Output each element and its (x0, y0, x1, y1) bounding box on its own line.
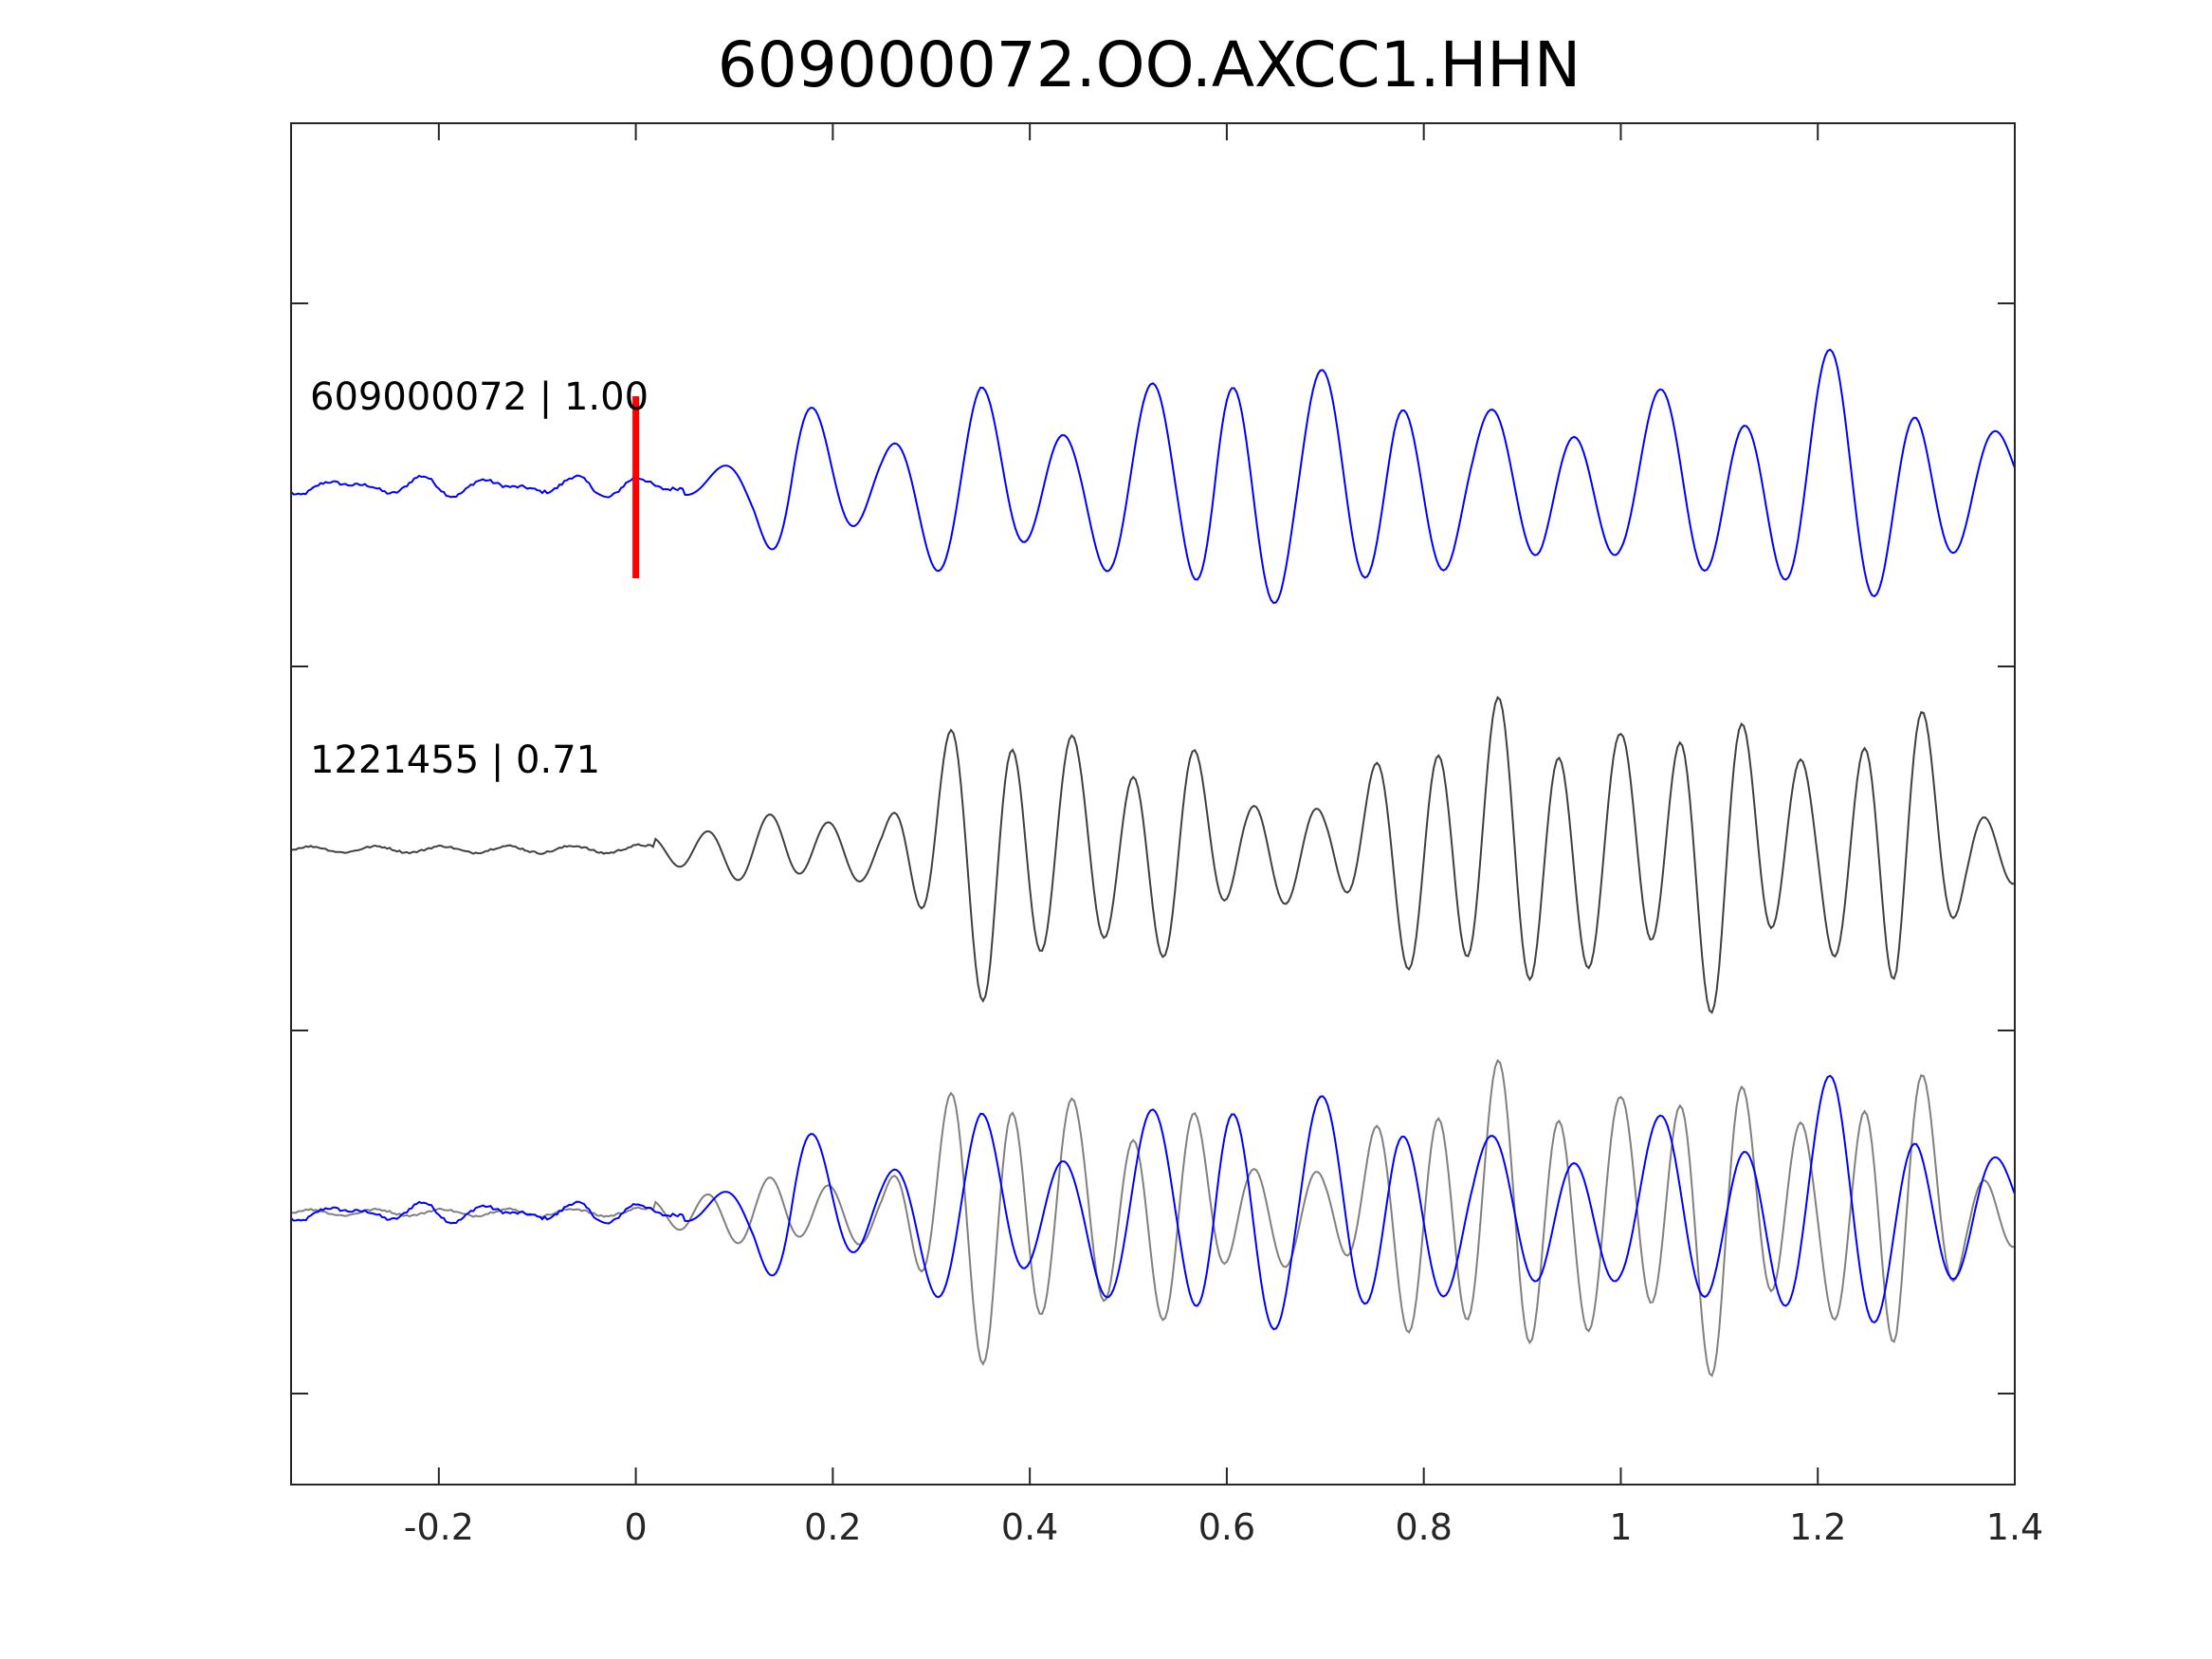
chart-title: 609000072.OO.AXCC1.HHN (718, 28, 1581, 101)
traces-layer (290, 348, 2016, 1377)
x-tick-label: 0.6 (1198, 1506, 1255, 1548)
x-tick-label: 1.4 (1986, 1506, 2043, 1548)
axes-box (290, 122, 2016, 1486)
trace-reference-line (290, 348, 2016, 605)
x-tick-label: 1 (1609, 1506, 1632, 1548)
trace-match-line (290, 696, 2016, 1014)
x-tick-label: 0.2 (804, 1506, 861, 1548)
x-tick-label: 0.8 (1395, 1506, 1452, 1548)
trace-label-reference: 609000072 | 1.00 (310, 375, 649, 419)
x-tick-label: 0 (625, 1506, 648, 1548)
trace-label-match: 1221455 | 0.71 (310, 738, 600, 782)
x-tick-label: 1.2 (1789, 1506, 1846, 1548)
overlay-reference-line (290, 1074, 2016, 1331)
x-tick-label: 0.4 (1001, 1506, 1058, 1548)
ticks-layer: -0.2 0 0.2 0.4 0.6 0.8 1 1.2 1.4 (291, 123, 2043, 1548)
plot-area: -0.2 0 0.2 0.4 0.6 0.8 1 1.2 1.4 (290, 122, 2043, 1548)
x-tick-label: -0.2 (404, 1506, 474, 1548)
